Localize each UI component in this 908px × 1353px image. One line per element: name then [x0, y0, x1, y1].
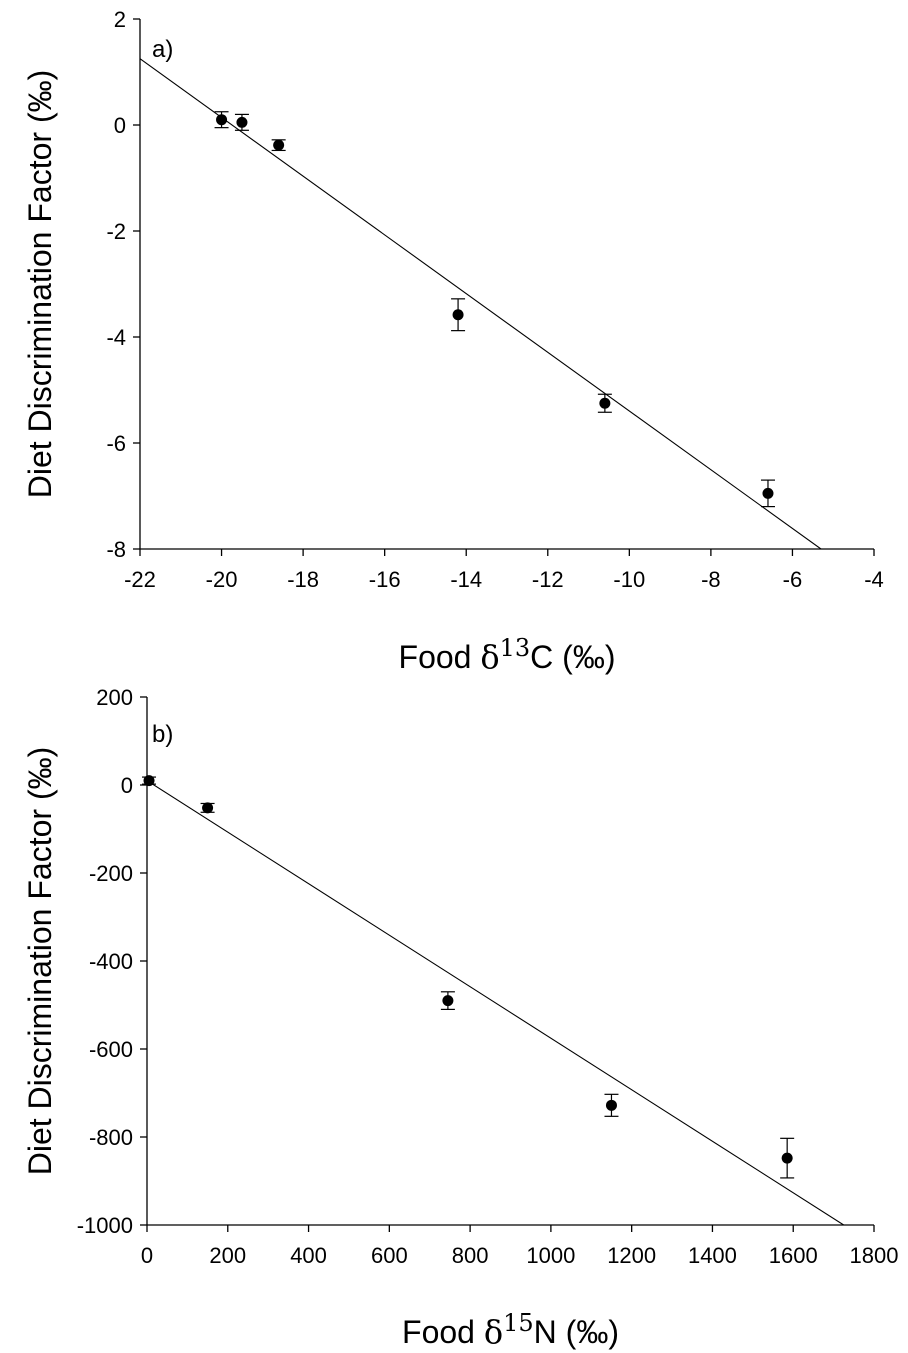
panel-b-data-point	[200, 802, 215, 814]
panel-b-x-tick-label: 200	[209, 1243, 246, 1268]
panel-a-y-tick-label: 0	[114, 113, 126, 138]
panel-a-label: a)	[152, 36, 173, 63]
panel-b-x-title-prefix: Food	[402, 1314, 484, 1350]
panel-a-data-point	[234, 113, 249, 131]
panel-b-data-point	[604, 1093, 619, 1117]
panel-a-marker	[762, 487, 774, 499]
panel-b-x-tick-label: 600	[371, 1243, 408, 1268]
panel-b-y-tick-label: -200	[89, 861, 133, 886]
panel-b-x-tick-label: 1600	[769, 1243, 818, 1268]
panel-b-x-tick-label: 0	[141, 1243, 153, 1268]
panel-a-y-tick-label: 2	[114, 7, 126, 32]
panel-a-y-axis-title: Diet Discrimination Factor (‰)	[22, 70, 58, 499]
panel-a-x-title-sup: 13	[500, 634, 531, 662]
panel-b-regression-line	[147, 780, 845, 1225]
panel-b-x-axis-title: Food δ15N (‰)	[402, 1309, 619, 1351]
panel-a-y-tick-label: -4	[106, 325, 126, 350]
panel-b-label: b)	[152, 721, 173, 748]
panel-a-marker	[273, 139, 285, 151]
panel-b-x-title-suffix: N (‰)	[534, 1314, 619, 1350]
panel-a-marker	[216, 114, 228, 126]
panel-b-y-tick-label: 0	[121, 773, 133, 798]
panel-a-x-tick-label: -6	[783, 567, 803, 592]
panel-a-data-point	[760, 479, 775, 508]
panel-b-y-tick-label: -400	[89, 949, 133, 974]
panel-a-y-tick-label: -2	[106, 219, 126, 244]
panel-a-x-title-prefix: Food	[399, 639, 481, 675]
panel-a-data-point	[214, 111, 229, 129]
panel-a-x-tick-label: -20	[206, 567, 238, 592]
panel-b-data-point	[440, 991, 455, 1011]
panel-b-marker	[202, 802, 214, 814]
panel-b-marker	[781, 1152, 793, 1164]
panel-b-data-point	[780, 1137, 795, 1179]
panel-b-x-tick-label: 1400	[688, 1243, 737, 1268]
panel-b-marker	[605, 1099, 617, 1111]
panel-b-y-tick-label: -800	[89, 1125, 133, 1150]
panel-b-x-tick-label: 1800	[850, 1243, 899, 1268]
panel-b-y-tick-label: -600	[89, 1037, 133, 1062]
panel-a-marker	[236, 116, 248, 128]
panel-a-x-axis-title: Food δ13C (‰)	[399, 634, 616, 676]
panel-a-x-tick-label: -22	[124, 567, 156, 592]
panel-b: -1000 -800 -600 -400 -200 0 200 0 200 400 600 800 10…	[22, 685, 898, 1351]
panel-b-marker	[143, 775, 155, 787]
panel-a-y-tick-label: -8	[106, 537, 126, 562]
panel-a-x-tick-label: -14	[450, 567, 482, 592]
panel-a-x-title-suffix: C (‰)	[530, 639, 615, 675]
panel-a-x-tick-label: -4	[864, 567, 884, 592]
panel-b-y-tick-label: 200	[96, 685, 133, 710]
panel-b-marker	[442, 995, 454, 1007]
panel-b-x-tick-label: 1000	[526, 1243, 575, 1268]
panel-a-data-point	[271, 139, 286, 152]
panel-a-regression-line	[140, 58, 822, 549]
panel-b-x-tick-label: 400	[290, 1243, 327, 1268]
panel-a-data-point	[451, 298, 466, 332]
panel-b-y-axis-title: Diet Discrimination Factor (‰)	[22, 747, 58, 1176]
panel-a-y-tick-label: -6	[106, 431, 126, 456]
panel-a-x-tick-label: -8	[701, 567, 721, 592]
panel-a-data-point	[597, 393, 612, 413]
panel-b-x-title-delta: δ	[484, 1313, 503, 1351]
panel-a-x-tick-label: -16	[369, 567, 401, 592]
panel-b-x-tick-label: 1200	[607, 1243, 656, 1268]
panel-a-x-tick-label: -18	[287, 567, 319, 592]
panel-a-x-title-delta: δ	[480, 638, 499, 676]
panel-a: -8-6-4-202-22 -20 -18 -16 -14 -12 -10 -8 -6 -4a)D…	[22, 7, 884, 676]
panel-b-y-tick-label: -1000	[77, 1213, 133, 1238]
panel-a-x-tick-label: -10	[613, 567, 645, 592]
panel-a-marker	[599, 397, 611, 409]
panel-b-data-point	[142, 775, 157, 787]
panel-b-x-title-sup: 15	[503, 1309, 534, 1337]
panel-a-x-tick-label: -12	[532, 567, 564, 592]
panel-a-marker	[452, 309, 464, 321]
panel-b-x-tick-label: 800	[452, 1243, 489, 1268]
